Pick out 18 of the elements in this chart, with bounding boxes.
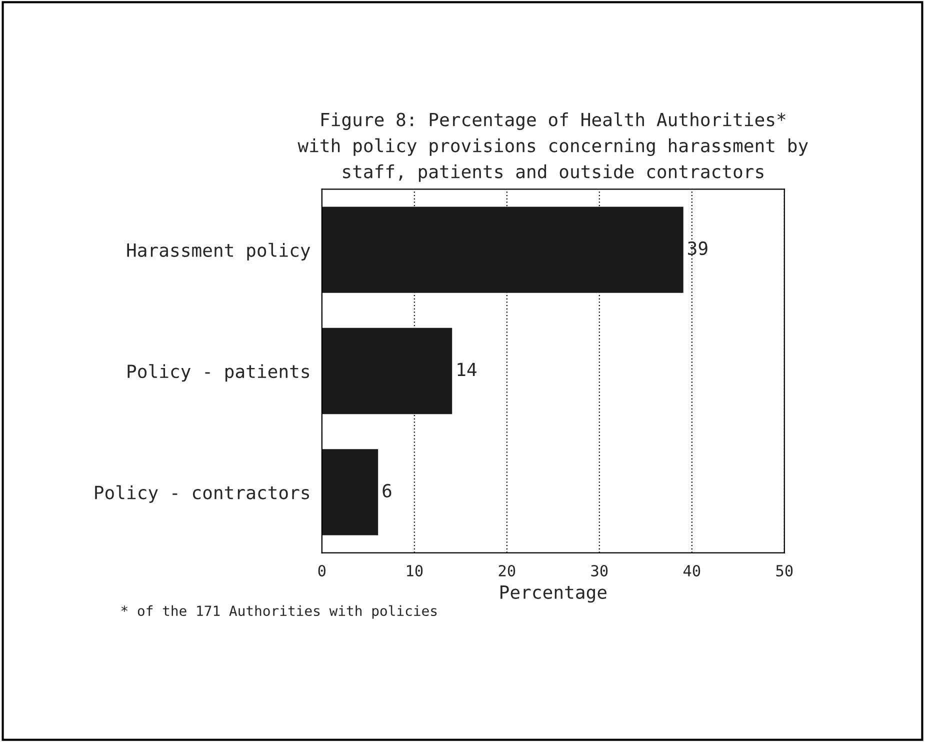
bar — [322, 449, 378, 536]
x-tick-label: 30 — [591, 564, 608, 577]
data-label: 14 — [458, 362, 476, 376]
data-label: 6 — [382, 484, 392, 498]
data-label: 39 — [688, 241, 708, 256]
x-tick-label: 50 — [776, 564, 793, 577]
bar — [322, 206, 684, 293]
y-tick-label: Policy - patients — [128, 364, 310, 382]
y-tick-label: Policy - contractors — [95, 485, 310, 503]
x-tick-label: 0 — [318, 564, 326, 577]
bar — [322, 328, 452, 414]
chart-title: Figure 8: Percentage of Health Authorities* with policy provisions concerning harassment by staff, patients and outside contractors — [298, 112, 808, 182]
x-axis-title: Percentage — [500, 586, 606, 603]
y-tick-label: Harassment policy — [127, 242, 310, 260]
x-tick-label: 20 — [498, 564, 516, 577]
x-tick-label: 10 — [407, 564, 423, 577]
x-tick-label: 40 — [683, 564, 700, 577]
text: * of the 171 Authorities with policies — [121, 605, 437, 619]
